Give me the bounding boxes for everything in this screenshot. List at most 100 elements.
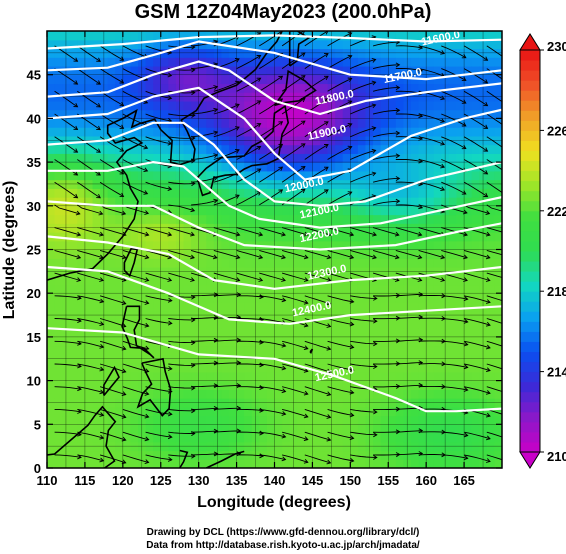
heat-cell <box>130 371 139 382</box>
streamline <box>372 87 400 92</box>
heat-cell <box>486 92 496 102</box>
streamline <box>486 159 502 171</box>
heat-cell <box>448 31 458 41</box>
heat-cell <box>198 371 207 382</box>
heat-cell <box>494 205 502 216</box>
heat-cell <box>130 100 139 111</box>
heat-cell <box>100 144 109 154</box>
heat-cell <box>395 336 405 347</box>
heat-cell <box>289 266 298 277</box>
heat-cell <box>92 39 101 50</box>
heat-cell <box>259 363 268 373</box>
colorbar-segment <box>520 240 540 252</box>
heat-cell <box>426 354 435 364</box>
heat-cell <box>221 415 230 425</box>
heat-cell <box>448 153 458 163</box>
heat-cell <box>433 249 442 259</box>
heat-cell <box>115 284 124 294</box>
colorbar-segment <box>520 210 540 222</box>
heat-cell <box>426 162 435 172</box>
heat-cell <box>130 109 139 119</box>
heat-cell <box>411 266 420 277</box>
heat-cell <box>350 109 359 119</box>
heat-cell <box>160 371 169 382</box>
streamline <box>54 181 78 199</box>
heat-cell <box>153 100 162 111</box>
heat-cell <box>160 57 169 67</box>
heat-cell <box>236 266 245 277</box>
heat-cell <box>395 328 405 338</box>
heat-cell <box>100 57 109 67</box>
heat-cell <box>153 415 162 425</box>
heat-cell <box>175 459 185 468</box>
heat-cell <box>350 433 359 443</box>
heat-cell <box>486 415 496 425</box>
heat-cell <box>138 65 147 76</box>
heat-cell <box>357 266 367 277</box>
heat-cell <box>471 275 480 286</box>
streamline <box>259 144 283 160</box>
heat-cell <box>160 179 169 189</box>
streamline-arrowhead <box>258 254 264 260</box>
streamline-arrowhead <box>349 254 355 260</box>
heat-cell <box>471 118 480 128</box>
heat-cell <box>494 389 502 399</box>
heat-cell <box>320 363 329 373</box>
heat-cell <box>54 371 63 382</box>
colorbar-segment <box>520 301 540 312</box>
heat-cell <box>464 39 473 50</box>
streamline <box>464 431 491 440</box>
streamline <box>213 272 240 281</box>
heat-cell <box>304 48 314 58</box>
heat-cell <box>327 92 336 102</box>
streamline <box>145 431 172 438</box>
streamline <box>99 295 126 305</box>
heat-cell <box>471 39 480 50</box>
heat-cell <box>175 170 185 181</box>
heat-cell <box>47 170 56 181</box>
streamline-arrowhead <box>373 295 378 301</box>
heat-cell <box>320 74 329 85</box>
heat-cell <box>100 301 109 312</box>
heat-cell <box>236 48 245 58</box>
heat-cell <box>441 363 450 373</box>
heat-cell <box>259 162 268 172</box>
heat-cell <box>84 144 94 154</box>
heat-cell <box>289 433 298 443</box>
heat-cell <box>471 232 480 242</box>
heat-cell <box>411 109 420 119</box>
heat-cell <box>62 144 71 154</box>
heat-cell <box>320 127 329 137</box>
heat-cell <box>266 162 276 172</box>
heat-cell <box>380 39 389 50</box>
heat-cell <box>107 135 116 146</box>
streamline-arrowhead <box>300 165 306 171</box>
heat-cell <box>84 57 94 67</box>
heat-cell <box>471 459 480 468</box>
streamline-arrowhead <box>256 55 262 60</box>
heat-cell <box>380 144 389 154</box>
heat-cell <box>304 319 314 329</box>
streamline <box>236 168 261 183</box>
streamline <box>372 64 400 70</box>
heat-cell <box>198 389 207 399</box>
heat-cell <box>327 197 336 207</box>
heat-cell <box>312 118 321 128</box>
heat-cell <box>213 450 223 460</box>
heat-cell <box>320 459 329 468</box>
heat-cell <box>266 258 276 268</box>
heat-cell <box>320 214 329 224</box>
streamline-arrowhead <box>483 56 489 61</box>
heat-cell <box>69 179 78 189</box>
heat-cell <box>350 266 359 277</box>
heat-cell <box>312 336 321 347</box>
heat-cell <box>426 109 435 119</box>
heat-cell <box>145 179 154 189</box>
heat-cell <box>175 74 185 85</box>
heat-cell <box>206 179 215 189</box>
heat-cell <box>130 223 139 233</box>
colorbar-segment <box>520 100 540 111</box>
heat-cell <box>388 363 397 373</box>
heat-cell <box>327 424 336 434</box>
heat-cell <box>282 363 291 373</box>
